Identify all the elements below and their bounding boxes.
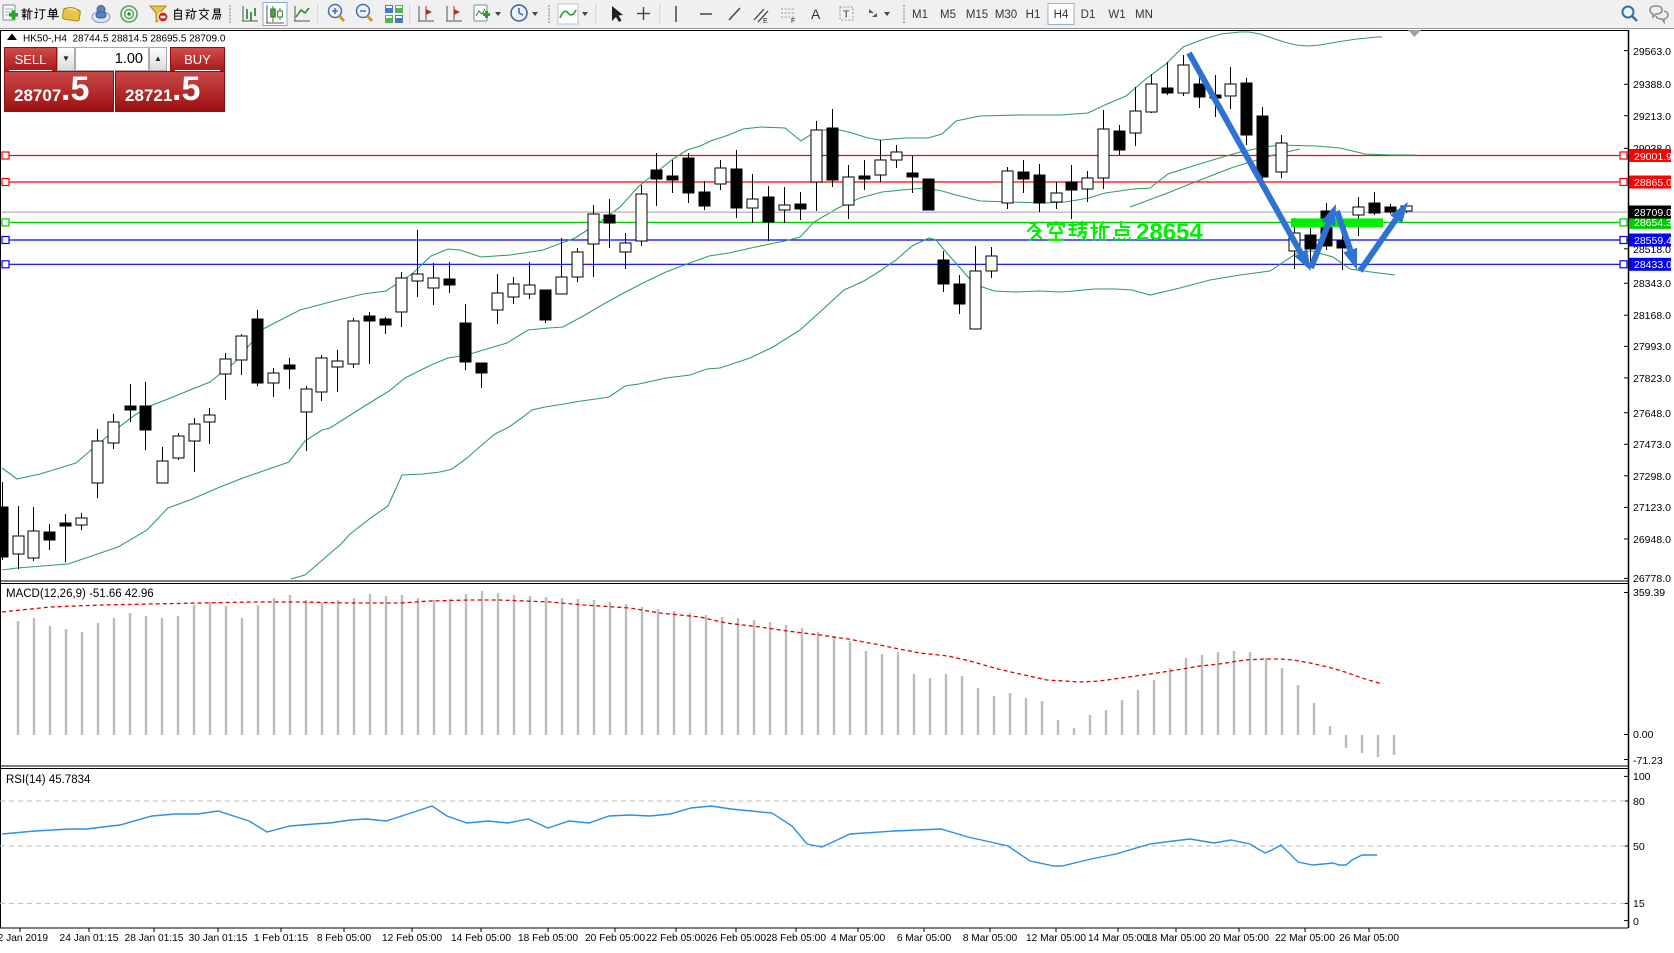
svg-text:12 Mar 05:00: 12 Mar 05:00: [1026, 933, 1086, 944]
svg-text:M1: M1: [912, 9, 928, 21]
svg-text:22 Feb 05:00: 22 Feb 05:00: [646, 933, 706, 944]
svg-text:20 Mar 05:00: 20 Mar 05:00: [1209, 933, 1269, 944]
svg-text:359.39: 359.39: [1633, 587, 1665, 599]
svg-text:18 Feb 05:00: 18 Feb 05:00: [518, 933, 578, 944]
svg-text:8 Feb 05:00: 8 Feb 05:00: [317, 933, 372, 944]
svg-text:6 Mar 05:00: 6 Mar 05:00: [897, 933, 952, 944]
svg-text:14 Feb 05:00: 14 Feb 05:00: [451, 933, 511, 944]
svg-text:26778.0: 26778.0: [1633, 573, 1671, 585]
svg-text:A: A: [811, 6, 821, 22]
svg-text:T: T: [843, 9, 850, 21]
svg-text:W1: W1: [1108, 9, 1125, 21]
svg-text:22 Mar 05:00: 22 Mar 05:00: [1275, 933, 1335, 944]
svg-text:0: 0: [1633, 916, 1639, 928]
svg-text:M15: M15: [966, 9, 988, 21]
svg-text:D1: D1: [1081, 9, 1096, 21]
svg-text:28433.0: 28433.0: [1634, 259, 1672, 271]
svg-text:8 Mar 05:00: 8 Mar 05:00: [963, 933, 1018, 944]
svg-text:28559.4: 28559.4: [1634, 235, 1672, 247]
svg-text:15: 15: [1633, 898, 1645, 910]
svg-text:27648.0: 27648.0: [1633, 408, 1671, 420]
svg-text:MACD(12,26,9) -51.66 42.96: MACD(12,26,9) -51.66 42.96: [6, 588, 154, 600]
svg-text:HK50-,H4 28744.5 28814.5 2869: HK50-,H4 28744.5 28814.5 28695.5 28709.0: [23, 34, 226, 45]
svg-text:M30: M30: [995, 9, 1017, 21]
svg-text:28709.0: 28709.0: [1634, 207, 1672, 219]
svg-text:29001.9: 29001.9: [1634, 151, 1672, 163]
svg-text:14 Mar 05:00: 14 Mar 05:00: [1088, 933, 1148, 944]
svg-text:20 Feb 05:00: 20 Feb 05:00: [585, 933, 645, 944]
svg-text:27298.0: 27298.0: [1633, 471, 1671, 483]
svg-text:80: 80: [1633, 796, 1645, 808]
svg-text:28865.0: 28865.0: [1634, 177, 1672, 189]
svg-text:28654: 28654: [1136, 219, 1203, 246]
svg-text:27473.0: 27473.0: [1633, 439, 1671, 451]
svg-text:RSI(14) 45.7834: RSI(14) 45.7834: [6, 774, 91, 786]
svg-text:MN: MN: [1135, 9, 1153, 21]
svg-text:29213.0: 29213.0: [1633, 111, 1671, 123]
svg-text:27823.0: 27823.0: [1633, 373, 1671, 385]
svg-text:26 Mar 05:00: 26 Mar 05:00: [1339, 933, 1399, 944]
svg-text:26 Feb 05:00: 26 Feb 05:00: [706, 933, 766, 944]
svg-text:29388.0: 29388.0: [1633, 79, 1671, 91]
svg-text:H4: H4: [1054, 9, 1069, 21]
svg-text:100: 100: [1633, 771, 1651, 783]
svg-text:22 Jan 2019: 22 Jan 2019: [0, 933, 48, 944]
svg-text:H1: H1: [1026, 9, 1041, 21]
svg-text:27123.0: 27123.0: [1633, 502, 1671, 514]
svg-text:F: F: [791, 18, 795, 25]
svg-text:27993.0: 27993.0: [1633, 341, 1671, 353]
svg-text:4 Mar 05:00: 4 Mar 05:00: [831, 933, 886, 944]
svg-text:28654.3: 28654.3: [1634, 217, 1672, 229]
svg-text:18 Mar 05:00: 18 Mar 05:00: [1146, 933, 1206, 944]
svg-text:0.00: 0.00: [1633, 729, 1654, 741]
svg-text:30 Jan 01:15: 30 Jan 01:15: [189, 933, 248, 944]
svg-text:50: 50: [1633, 841, 1645, 853]
svg-text:12 Feb 05:00: 12 Feb 05:00: [382, 933, 442, 944]
svg-text:E: E: [763, 18, 768, 25]
svg-text:24 Jan 01:15: 24 Jan 01:15: [60, 933, 119, 944]
svg-text:28518.0: 28518.0: [1633, 244, 1671, 256]
svg-text:26948.0: 26948.0: [1633, 534, 1671, 546]
svg-text:-71.23: -71.23: [1633, 755, 1663, 767]
svg-text:28343.0: 28343.0: [1633, 278, 1671, 290]
svg-text:28168.0: 28168.0: [1633, 310, 1671, 322]
svg-text:29563.0: 29563.0: [1633, 46, 1671, 58]
svg-text:28 Feb 05:00: 28 Feb 05:00: [766, 933, 826, 944]
svg-text:28 Jan 01:15: 28 Jan 01:15: [125, 933, 184, 944]
svg-text:M5: M5: [940, 9, 956, 21]
svg-text:1 Feb 01:15: 1 Feb 01:15: [254, 933, 309, 944]
